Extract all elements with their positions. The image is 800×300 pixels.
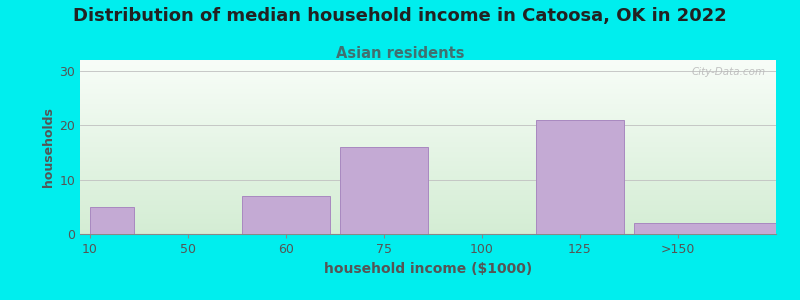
Text: Distribution of median household income in Catoosa, OK in 2022: Distribution of median household income … [73, 8, 727, 26]
Bar [90, 207, 134, 234]
X-axis label: household income ($1000): household income ($1000) [324, 262, 532, 276]
Y-axis label: households: households [42, 107, 55, 187]
Bar [340, 147, 428, 234]
Text: City-Data.com: City-Data.com [691, 67, 766, 77]
Bar [536, 120, 624, 234]
Bar [634, 223, 776, 234]
Text: Asian residents: Asian residents [336, 46, 464, 62]
Bar [242, 196, 330, 234]
